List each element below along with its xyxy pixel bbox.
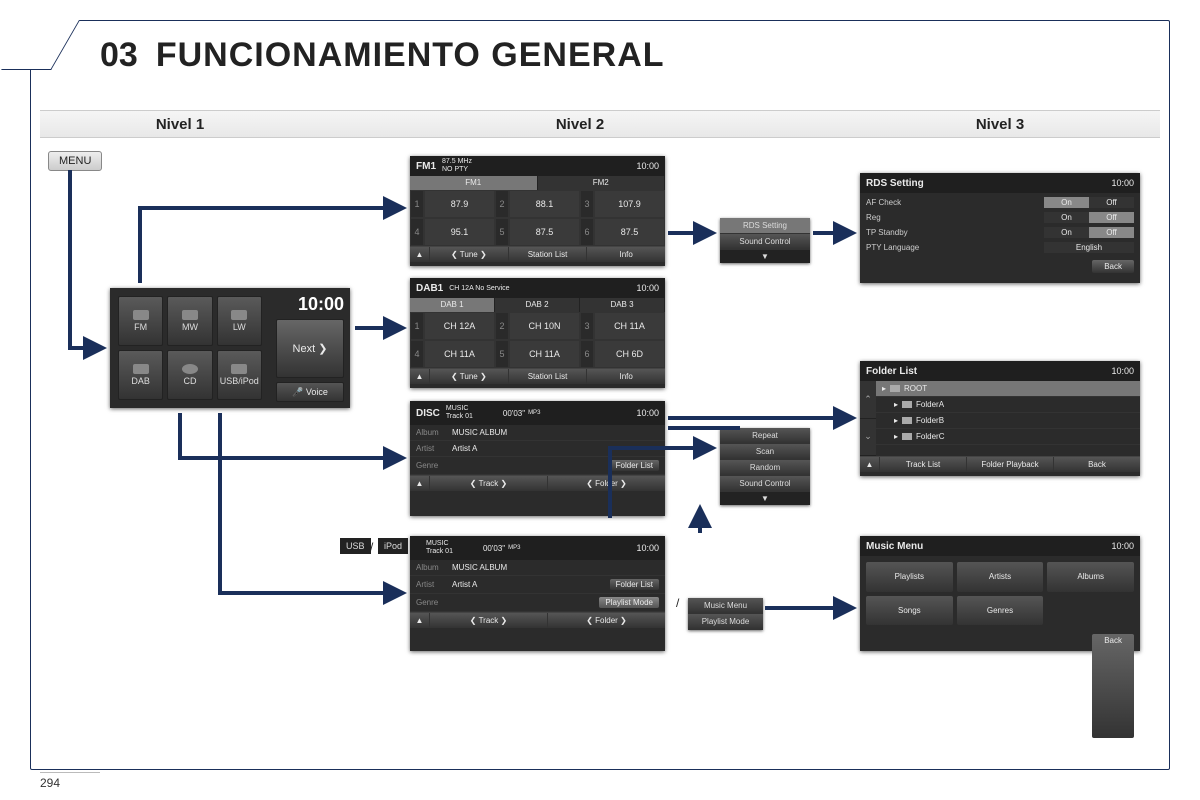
up-button[interactable]: ▲	[410, 247, 430, 262]
reg-toggle[interactable]: OnOff	[1044, 212, 1134, 223]
folder-icon	[890, 385, 900, 392]
usb-screen: MUSIC Track 01 00'03" MP3 10:00 AlbumMUS…	[410, 536, 665, 651]
music-menu-screen: Music Menu10:00 Playlists Artists Albums…	[860, 536, 1140, 651]
folder-row[interactable]: ▸ FolderA	[876, 397, 1140, 413]
rds-setting-item[interactable]: RDS Setting	[720, 218, 810, 234]
genres-button[interactable]: Genres	[957, 596, 1044, 626]
folder-list-button[interactable]: Folder List	[610, 579, 659, 590]
tp-standby-toggle[interactable]: OnOff	[1044, 227, 1134, 238]
fm-presets: 187.9 288.1 3107.9 495.1 587.5 687.5	[410, 190, 665, 246]
clock-label: 10:00	[636, 161, 659, 171]
radio-icon	[231, 310, 247, 320]
usb-icon	[231, 364, 247, 374]
disc-icon	[182, 364, 198, 374]
tab-dab3[interactable]: DAB 3	[580, 298, 665, 312]
slash-sep: /	[370, 540, 373, 554]
page-number: 294	[40, 772, 100, 790]
main-menu-usb[interactable]: USB/iPod	[217, 350, 262, 400]
sound-control-item[interactable]: Sound Control	[720, 234, 810, 250]
rds-setting-screen: RDS Setting10:00 AF CheckOnOff RegOnOff …	[860, 173, 1140, 283]
chevron-down-icon[interactable]: ▼	[720, 492, 810, 505]
ipod-chip: iPod	[378, 538, 408, 554]
folder-row[interactable]: ▸ FolderC	[876, 429, 1140, 445]
main-menu-screen: FM MW LW DAB CD USB/iPod 10:00 Next ❯ 🎤 …	[110, 288, 350, 408]
level-1-header: Nivel 1	[40, 111, 320, 137]
artists-button[interactable]: Artists	[957, 562, 1044, 592]
repeat-popup: Repeat Scan Random Sound Control ▼	[720, 428, 810, 505]
folder-icon	[902, 401, 912, 408]
scroll-up-icon[interactable]: ⌃	[860, 381, 876, 419]
folder-list-button[interactable]: Folder List	[610, 460, 659, 471]
main-menu-mw[interactable]: MW	[167, 296, 212, 346]
diagram-canvas: MENU FM MW LW DAB CD USB/iPod 10:00 Next…	[40, 138, 1160, 760]
level-3-header: Nivel 3	[840, 111, 1160, 137]
menu-button[interactable]: MENU	[48, 151, 102, 171]
main-menu-dab[interactable]: DAB	[118, 350, 163, 400]
section-number: 03	[100, 36, 138, 75]
main-menu-clock: 10:00	[276, 294, 344, 315]
voice-button[interactable]: 🎤 Voice	[276, 382, 344, 402]
info-button[interactable]: Info	[587, 247, 665, 262]
next-button[interactable]: Next ❯	[276, 319, 344, 378]
folder-row[interactable]: ▸ ROOT	[876, 381, 1140, 397]
fm-tabs: FM1 FM2	[410, 176, 665, 190]
section-title: FUNCIONAMIENTO GENERAL	[156, 36, 665, 75]
playlist-mode-button[interactable]: Playlist Mode	[599, 597, 659, 608]
back-button[interactable]: Back	[1092, 634, 1134, 738]
af-check-toggle[interactable]: OnOff	[1044, 197, 1134, 208]
rds-popup: RDS Setting Sound Control ▼	[720, 218, 810, 263]
main-menu-lw[interactable]: LW	[217, 296, 262, 346]
page-title: 03 FUNCIONAMIENTO GENERAL	[30, 20, 1170, 90]
radio-icon	[182, 310, 198, 320]
dab-screen: DAB1 CH 12A No Service 10:00 DAB 1 DAB 2…	[410, 278, 665, 388]
scroll-down-icon[interactable]: ⌄	[860, 419, 876, 457]
pty-language-select[interactable]: English	[1044, 242, 1134, 253]
fm-name: FM1	[416, 161, 436, 172]
songs-button[interactable]: Songs	[866, 596, 953, 626]
tab-dab1[interactable]: DAB 1	[410, 298, 495, 312]
back-button[interactable]: Back	[1092, 260, 1134, 273]
station-list-button[interactable]: Station List	[509, 247, 588, 262]
dab-name: DAB1	[416, 283, 443, 294]
level-2-header: Nivel 2	[320, 111, 840, 137]
radio-icon	[133, 310, 149, 320]
folder-list-screen: Folder List10:00 ⌃⌄ ▸ ROOT ▸ FolderA ▸ F…	[860, 361, 1140, 476]
playlists-button[interactable]: Playlists	[866, 562, 953, 592]
tab-dab2[interactable]: DAB 2	[495, 298, 580, 312]
level-headers: Nivel 1 Nivel 2 Nivel 3	[40, 110, 1160, 138]
folder-row[interactable]: ▸ FolderB	[876, 413, 1140, 429]
usb-chip: USB	[340, 538, 371, 554]
main-menu-cd[interactable]: CD	[167, 350, 212, 400]
tab-fm2[interactable]: FM2	[538, 176, 666, 190]
disc-screen: DISC MUSIC Track 01 00'03" MP3 10:00 Alb…	[410, 401, 665, 516]
chevron-down-icon[interactable]: ▼	[720, 250, 810, 263]
music-menu-chip: Music Menu Playlist Mode	[688, 598, 763, 630]
grid-icon	[133, 364, 149, 374]
main-menu-fm[interactable]: FM	[118, 296, 163, 346]
folder-icon	[902, 417, 912, 424]
tab-fm1[interactable]: FM1	[410, 176, 538, 190]
folder-icon	[902, 433, 912, 440]
albums-button[interactable]: Albums	[1047, 562, 1134, 592]
tune-button[interactable]: ❮ Tune ❯	[430, 247, 509, 262]
fm-screen: FM1 87.5 MHz NO PTY 10:00 FM1 FM2 187.9 …	[410, 156, 665, 266]
